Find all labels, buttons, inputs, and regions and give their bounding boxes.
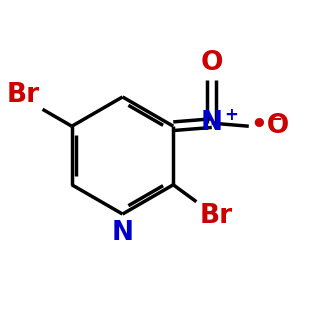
Text: N: N [112,220,134,246]
Text: −: − [268,109,282,128]
Text: Br: Br [6,82,40,108]
Text: +: + [225,105,239,123]
Text: N: N [201,110,223,136]
Text: •O: •O [250,113,290,139]
Text: Br: Br [199,203,232,229]
Text: O: O [200,50,223,76]
